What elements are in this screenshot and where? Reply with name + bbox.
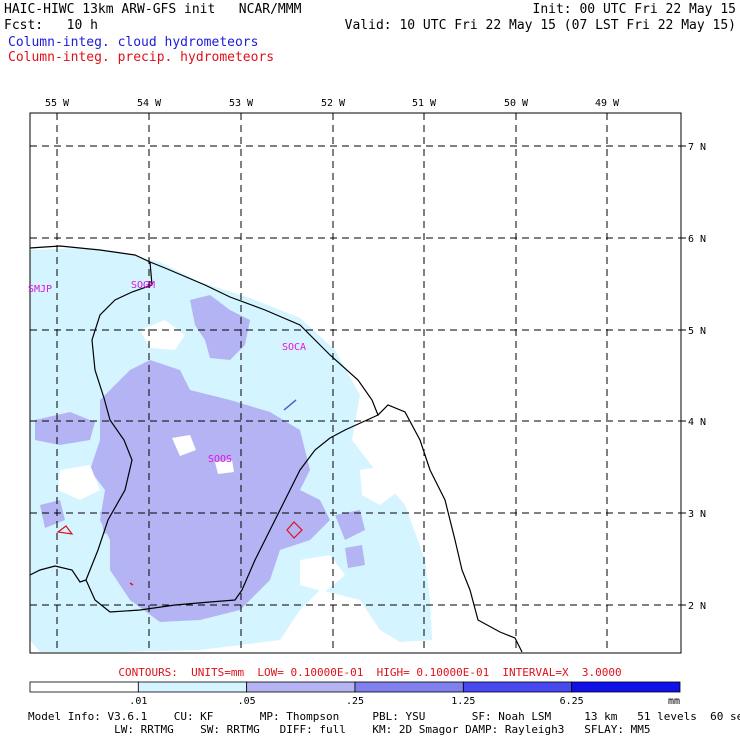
colorbar-tick-label: 1.25 — [451, 696, 475, 707]
lat-lon-grid — [30, 113, 681, 653]
lon-label: 51 W — [412, 98, 437, 109]
cloud-streak — [283, 399, 297, 411]
lon-label: 55 W — [45, 98, 70, 109]
lon-label: 49 W — [595, 98, 620, 109]
model-info-line1: Model Info: V3.6.1 CU: KF MP: Thompson P… — [28, 710, 740, 723]
colorbar-tick-label: .01 — [129, 696, 147, 707]
lon-label: 52 W — [321, 98, 346, 109]
station-label: SOGM — [131, 280, 155, 291]
lat-label: 7 N — [688, 142, 706, 153]
cloud-field-holes — [58, 320, 400, 592]
model-info-line2: LW: RRTMG SW: RRTMG DIFF: full KM: 2D Sm… — [28, 723, 651, 736]
coastline-borders — [29, 245, 523, 653]
precip-contour — [56, 525, 74, 535]
lat-label: 4 N — [688, 417, 706, 428]
station-label: SOOS — [208, 454, 232, 465]
colorbar-segment — [462, 681, 573, 693]
station-label: SMJP — [28, 284, 52, 295]
field-label-precip: Column-integ. precip. hydrometeors — [8, 50, 275, 65]
lat-label: 5 N — [688, 326, 706, 337]
colorbar: .01 .05 .25 1.25 6.25 mm — [29, 681, 681, 707]
lat-label: 6 N — [688, 234, 706, 245]
lon-label: 54 W — [137, 98, 162, 109]
lat-label: 2 N — [688, 601, 706, 612]
station-label: SOCA — [282, 342, 306, 353]
valid-time: Valid: 10 UTC Fri 22 May 15 (07 LST Fri … — [344, 18, 736, 33]
colorbar-tick-label: .25 — [346, 696, 364, 707]
colorbar-segment — [137, 681, 248, 693]
colorbar-segment — [246, 681, 356, 693]
station-labels: SMJP SOGM SOCA SOOS — [28, 280, 306, 465]
precip-contour — [129, 582, 134, 586]
colorbar-tick-label: 6.25 — [560, 696, 584, 707]
init-time: Init: 00 UTC Fri 22 May 15 — [532, 2, 737, 17]
longitude-labels: 55 W 54 W 53 W 52 W 51 W 50 W 49 W — [45, 98, 620, 109]
contours-info: CONTOURS: UNITS=mm LOW= 0.10000E-01 HIGH… — [118, 666, 622, 679]
cloud-field-medium — [35, 295, 365, 622]
precip-contour — [286, 521, 303, 539]
lon-label: 50 W — [504, 98, 529, 109]
forecast-hour: Fcst: 10 h — [4, 18, 98, 33]
title-left: HAIC-HIWC 13km ARW-GFS init NCAR/MMM — [4, 2, 302, 17]
lon-label: 53 W — [229, 98, 254, 109]
colorbar-segment — [354, 681, 464, 693]
field-label-cloud: Column-integ. cloud hydrometeors — [8, 35, 259, 50]
colorbar-tick-label: .05 — [238, 696, 256, 707]
colorbar-unit: mm — [668, 696, 680, 707]
lat-label: 3 N — [688, 509, 706, 520]
colorbar-segment — [29, 681, 139, 693]
latitude-labels: 7 N 6 N 5 N 4 N 3 N 2 N — [688, 142, 706, 612]
colorbar-segment — [571, 681, 681, 693]
map-frame — [29, 112, 682, 654]
